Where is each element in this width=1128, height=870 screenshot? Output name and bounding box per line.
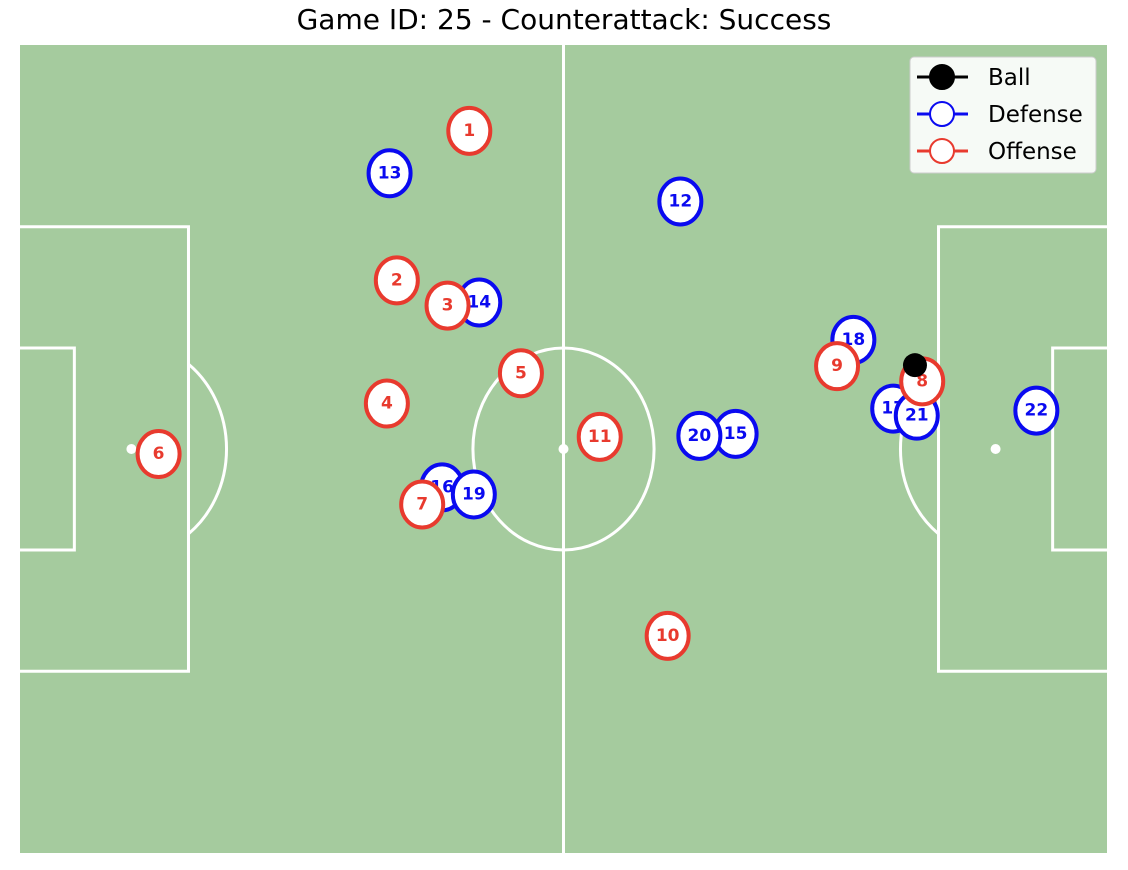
left-six-yard-box: [20, 346, 76, 552]
chart-title: Game ID: 25 - Counterattack: Success: [296, 3, 832, 36]
offense-player-11: 11: [576, 411, 623, 462]
center-spot: [558, 444, 569, 454]
offense-player-3: 3: [424, 280, 471, 331]
defense-player-12: 12: [657, 176, 704, 227]
offense-player-marker: [576, 411, 623, 462]
legend-ball-marker: [929, 64, 955, 90]
offense-player-number: 10: [656, 626, 680, 646]
left-penalty-spot: [126, 444, 137, 454]
defense-player-number: 15: [724, 424, 748, 444]
right-six-yard-box: [1051, 346, 1107, 552]
offense-player-marker: [814, 341, 861, 392]
legend-ball-label: Ball: [988, 65, 1031, 91]
offense-player-number: 9: [831, 356, 843, 376]
offense-player-number: 8: [916, 371, 928, 391]
offense-player-7: 7: [399, 479, 446, 530]
defense-player-number: 21: [905, 406, 929, 426]
offense-player-marker: [644, 610, 691, 661]
offense-player-4: 4: [363, 378, 410, 429]
offense-player-marker: [363, 378, 410, 429]
offense-player-1: 1: [446, 105, 493, 156]
offense-player-5: 5: [497, 348, 544, 399]
offense-player-number: 7: [416, 495, 428, 515]
offense-player-marker: [497, 348, 544, 399]
offense-player-number: 5: [515, 363, 527, 383]
legend-defense-label: Defense: [988, 102, 1083, 128]
offense-player-10: 10: [644, 610, 691, 661]
defense-player-number: 13: [378, 163, 402, 183]
defense-player-marker: [450, 469, 497, 520]
legend: Ball Defense Offense: [909, 56, 1097, 174]
defense-player-number: 14: [467, 293, 491, 313]
offense-player-number: 6: [153, 444, 165, 464]
defense-player-number: 19: [462, 484, 486, 504]
left-penalty-box: [20, 225, 190, 673]
offense-player-number: 2: [391, 270, 403, 290]
defense-player-13: 13: [366, 148, 413, 199]
offense-player-marker: [446, 105, 493, 156]
defense-player-marker: [676, 410, 723, 461]
center-circle: [471, 346, 656, 552]
offense-player-9: 9: [814, 341, 861, 392]
defense-player-22: 22: [1013, 385, 1060, 436]
offense-player-marker: [424, 280, 471, 331]
legend-offense-marker: [929, 138, 955, 164]
pitch-field: [20, 45, 1107, 853]
offense-player-number: 4: [381, 394, 393, 414]
defense-player-15: 15: [712, 408, 759, 459]
legend-box: [909, 56, 1097, 174]
right-penalty-spot: [990, 444, 1001, 454]
left-penalty-arc: [187, 363, 228, 535]
offense-player-2: 2: [373, 255, 420, 306]
ball-marker: [902, 353, 927, 378]
defense-player-number: 22: [1025, 401, 1049, 421]
defense-player-20: 20: [676, 410, 723, 461]
legend-offense-label: Offense: [988, 139, 1077, 165]
defense-player-marker: [366, 148, 413, 199]
offense-player-number: 1: [463, 121, 475, 141]
legend-defense-marker: [929, 101, 955, 127]
defense-player-marker: [657, 176, 704, 227]
offense-player-marker: [399, 479, 446, 530]
offense-player-marker: [373, 255, 420, 306]
offense-player-number: 11: [588, 427, 612, 447]
defense-player-number: 12: [669, 192, 693, 212]
defense-player-number: 20: [688, 426, 712, 446]
offense-player-number: 3: [442, 296, 454, 316]
defense-player-19: 19: [450, 469, 497, 520]
right-penalty-box: [937, 225, 1107, 673]
offense-player-6: 6: [135, 429, 182, 480]
defense-player-marker: [1013, 385, 1060, 436]
offense-player-marker: [135, 429, 182, 480]
